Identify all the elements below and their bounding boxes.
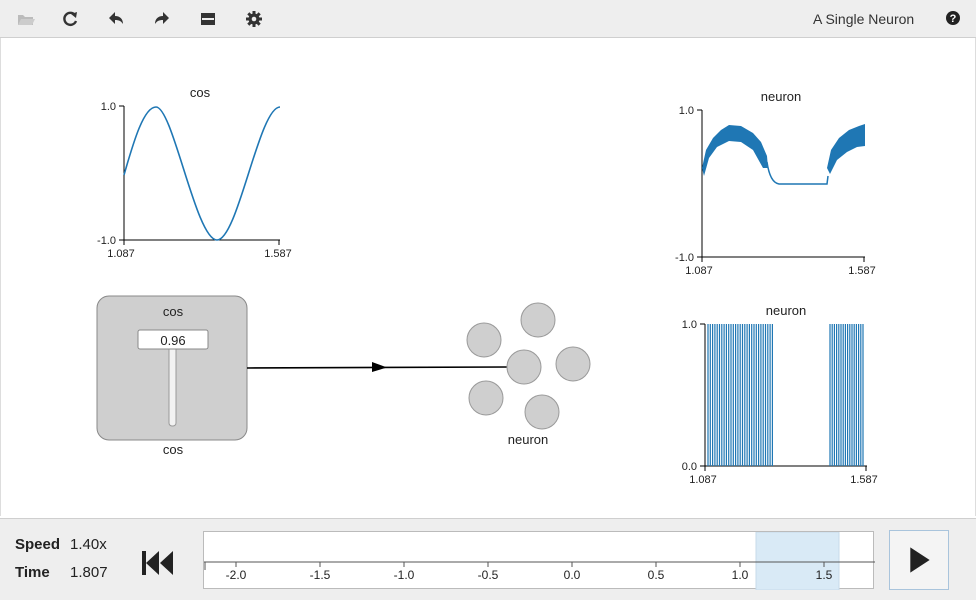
speed-label: Speed bbox=[15, 536, 61, 553]
undo-icon[interactable] bbox=[106, 9, 126, 29]
y-max-label: 1.0 bbox=[682, 319, 697, 331]
play-button[interactable] bbox=[889, 530, 949, 590]
open-icon[interactable] bbox=[16, 9, 36, 29]
neuron-value-plot[interactable]: neuron 1.0 -1.0 1.087 1.587 bbox=[675, 89, 876, 277]
timeline[interactable]: -2.0 -1.5 -1.0 -0.5 0.0 0.5 1.0 1.5 bbox=[203, 531, 875, 590]
y-max-label: 1.0 bbox=[679, 105, 694, 117]
x-min-label: 1.087 bbox=[107, 248, 135, 260]
timeline-window[interactable] bbox=[755, 532, 840, 590]
cos-plot[interactable]: cos 1.0 -1.0 1.087 1.587 bbox=[97, 85, 292, 260]
plot-title: cos bbox=[190, 85, 211, 100]
y-min-label: 0.0 bbox=[682, 461, 697, 473]
svg-text:?: ? bbox=[950, 13, 957, 25]
x-max-label: 1.587 bbox=[848, 265, 876, 277]
network-canvas[interactable]: cos 1.0 -1.0 1.087 1.587 neuron 1.0 -1.0… bbox=[0, 38, 976, 516]
x-max-label: 1.587 bbox=[850, 474, 878, 486]
x-min-label: 1.087 bbox=[685, 265, 713, 277]
slider-value[interactable]: 0.96 bbox=[160, 333, 185, 348]
timeline-tick-label: 0.5 bbox=[648, 568, 665, 582]
connection[interactable] bbox=[246, 362, 509, 372]
timeline-tick-label: 0.0 bbox=[564, 568, 581, 582]
toolbar: A Single Neuron ? bbox=[0, 0, 976, 38]
x-min-label: 1.087 bbox=[689, 474, 717, 486]
slider-track[interactable] bbox=[168, 339, 177, 427]
minimap-icon[interactable] bbox=[198, 9, 218, 29]
refresh-icon[interactable] bbox=[60, 9, 80, 29]
slider-value-box[interactable] bbox=[137, 329, 209, 350]
x-max-label: 1.587 bbox=[264, 248, 292, 260]
redo-icon[interactable] bbox=[152, 9, 172, 29]
y-min-label: -1.0 bbox=[675, 252, 694, 264]
time-value: 1.807 bbox=[70, 564, 108, 581]
timeline-tick-label: 1.0 bbox=[732, 568, 749, 582]
neuron-value-line bbox=[766, 161, 829, 185]
sim-control: Speed 1.40x Time 1.807 -2.0 -1.5 -1.0 -0.5 0… bbox=[0, 518, 976, 600]
rewind-icon[interactable] bbox=[138, 547, 178, 579]
y-max-label: 1.0 bbox=[101, 101, 116, 113]
speed-value: 1.40x bbox=[70, 536, 107, 553]
ensemble-label: neuron bbox=[508, 432, 548, 447]
neuron-value-band bbox=[702, 124, 865, 176]
plot-title: neuron bbox=[766, 303, 806, 318]
timeline-tick-label: -1.0 bbox=[394, 568, 415, 582]
timeline-tick-label: 1.5 bbox=[816, 568, 833, 582]
settings-icon[interactable] bbox=[244, 9, 264, 29]
timeline-tick-label: -0.5 bbox=[478, 568, 499, 582]
cos-line bbox=[123, 106, 281, 241]
play-icon bbox=[910, 547, 930, 573]
plot-title: neuron bbox=[761, 89, 801, 104]
help-icon[interactable]: ? bbox=[945, 10, 961, 26]
neuron-spike-plot[interactable]: neuron 1.0 0.0 1.087 1.587 bbox=[682, 303, 878, 486]
spike-raster bbox=[707, 324, 864, 466]
slider-node[interactable]: cos 0.96 cos bbox=[96, 295, 248, 457]
app-title: A Single Neuron bbox=[813, 11, 915, 27]
timeline-tick-label: -1.5 bbox=[310, 568, 331, 582]
slider-label: cos bbox=[163, 442, 184, 457]
slider-title: cos bbox=[163, 304, 184, 319]
ensemble-node[interactable] bbox=[466, 302, 591, 430]
y-min-label: -1.0 bbox=[97, 235, 116, 247]
timeline-tick-label: -2.0 bbox=[226, 568, 247, 582]
time-label: Time bbox=[15, 564, 50, 581]
